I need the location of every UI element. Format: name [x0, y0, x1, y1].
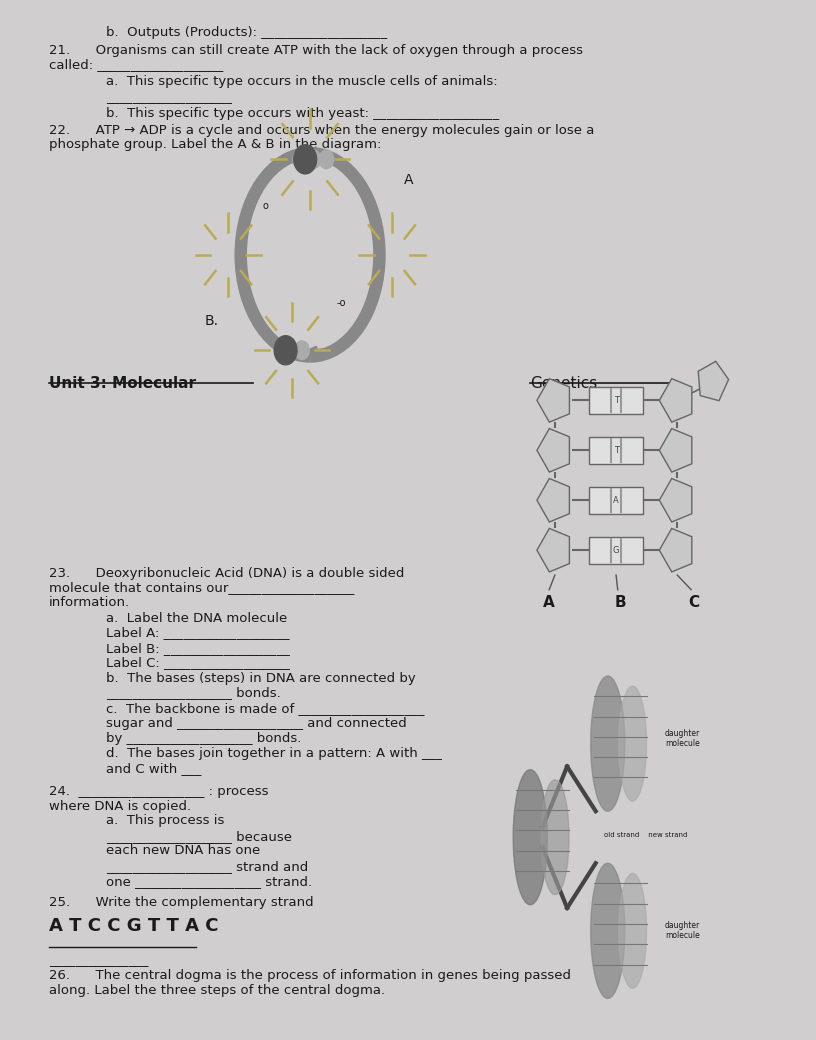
- Text: d.  The bases join together in a pattern: A with ___: d. The bases join together in a pattern:…: [106, 747, 442, 759]
- Polygon shape: [591, 863, 625, 998]
- Text: Genetics: Genetics: [530, 376, 597, 391]
- Text: a.  This process is: a. This process is: [106, 814, 224, 828]
- FancyBboxPatch shape: [589, 387, 643, 414]
- Polygon shape: [619, 686, 646, 801]
- Text: c.  The backbone is made of ___________________: c. The backbone is made of _____________…: [106, 702, 424, 716]
- Text: 22.      ATP → ADP is a cycle and occurs when the energy molecules gain or lose : 22. ATP → ADP is a cycle and occurs when…: [49, 124, 594, 136]
- Text: sugar and ___________________ and connected: sugar and ___________________ and connec…: [106, 717, 407, 730]
- Text: by ___________________ bonds.: by ___________________ bonds.: [106, 732, 301, 745]
- Text: ___________________ bonds.: ___________________ bonds.: [106, 686, 281, 699]
- Text: o: o: [262, 201, 268, 211]
- Text: one ___________________ strand.: one ___________________ strand.: [106, 875, 313, 887]
- Polygon shape: [619, 874, 646, 988]
- Text: 26.      The central dogma is the process of information in genes being passed: 26. The central dogma is the process of …: [49, 969, 571, 982]
- Text: _______________: _______________: [49, 954, 149, 967]
- Circle shape: [274, 336, 297, 365]
- Text: G: G: [613, 546, 619, 554]
- Text: old strand    new strand: old strand new strand: [604, 832, 687, 838]
- Text: b.  This specific type occurs with yeast: ___________________: b. This specific type occurs with yeast:…: [106, 107, 499, 120]
- Text: Label A: ___________________: Label A: ___________________: [106, 626, 290, 639]
- Text: 25.      Write the complementary strand: 25. Write the complementary strand: [49, 896, 313, 909]
- Text: 24.  ___________________ : process: 24. ___________________ : process: [49, 785, 268, 799]
- FancyBboxPatch shape: [589, 487, 643, 514]
- Text: 23.      Deoxyribonucleic Acid (DNA) is a double sided: 23. Deoxyribonucleic Acid (DNA) is a dou…: [49, 567, 405, 580]
- Text: -o: -o: [336, 298, 346, 309]
- Polygon shape: [541, 780, 569, 894]
- Text: B.: B.: [205, 314, 219, 328]
- FancyBboxPatch shape: [589, 537, 643, 564]
- Text: A: A: [613, 496, 619, 504]
- Polygon shape: [591, 676, 625, 811]
- Text: A: A: [543, 595, 555, 609]
- Text: Unit 3: Molecular: Unit 3: Molecular: [49, 376, 196, 391]
- Circle shape: [295, 341, 309, 360]
- Text: phosphate group. Label the A & B in the diagram:: phosphate group. Label the A & B in the …: [49, 138, 381, 151]
- Text: b.  Outputs (Products): ___________________: b. Outputs (Products): _________________…: [106, 26, 388, 38]
- Text: b.  The bases (steps) in DNA are connected by: b. The bases (steps) in DNA are connecte…: [106, 672, 416, 685]
- Text: and C with ___: and C with ___: [106, 762, 202, 776]
- Text: A: A: [404, 173, 414, 186]
- Text: along. Label the three steps of the central dogma.: along. Label the three steps of the cent…: [49, 984, 385, 996]
- Text: information.: information.: [49, 596, 130, 608]
- Circle shape: [319, 150, 334, 168]
- Polygon shape: [513, 770, 548, 905]
- Text: daughter
molecule: daughter molecule: [665, 729, 700, 748]
- Text: called: ___________________: called: ___________________: [49, 58, 224, 71]
- Text: a.  Label the DNA molecule: a. Label the DNA molecule: [106, 612, 287, 624]
- Text: ___________________ strand and: ___________________ strand and: [106, 860, 308, 874]
- Circle shape: [306, 150, 321, 168]
- Text: ___________________ because: ___________________ because: [106, 830, 292, 842]
- Text: A T C C G T T A C: A T C C G T T A C: [49, 917, 219, 935]
- Text: ___________________: ___________________: [106, 92, 232, 104]
- Text: C: C: [688, 595, 699, 609]
- Circle shape: [282, 341, 296, 360]
- Circle shape: [293, 150, 308, 168]
- Text: daughter
molecule: daughter molecule: [665, 921, 700, 940]
- Text: Label C: ___________________: Label C: ___________________: [106, 656, 290, 670]
- Text: where DNA is copied.: where DNA is copied.: [49, 800, 191, 813]
- Text: each new DNA has one: each new DNA has one: [106, 844, 260, 857]
- Text: molecule that contains our___________________: molecule that contains our______________…: [49, 581, 354, 595]
- Text: 21.      Organisms can still create ATP with the lack of oxygen through a proces: 21. Organisms can still create ATP with …: [49, 44, 583, 56]
- Circle shape: [294, 145, 317, 174]
- Text: Label B: ___________________: Label B: ___________________: [106, 642, 290, 655]
- Text: a.  This specific type occurs in the muscle cells of animals:: a. This specific type occurs in the musc…: [106, 75, 498, 87]
- Text: T: T: [614, 396, 619, 405]
- FancyBboxPatch shape: [589, 437, 643, 464]
- Text: T: T: [614, 446, 619, 454]
- Text: B: B: [614, 595, 626, 609]
